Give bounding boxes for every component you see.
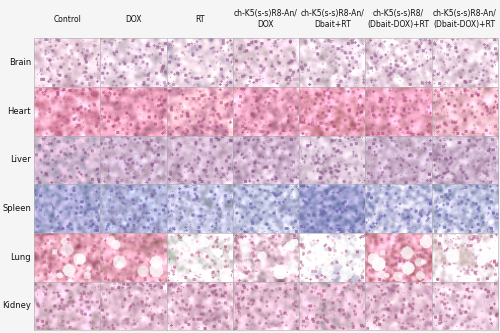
Text: RT: RT	[195, 15, 204, 24]
Text: ch-K5(s-s)R8-An/
Dbait+RT: ch-K5(s-s)R8-An/ Dbait+RT	[300, 9, 364, 29]
Text: Control: Control	[53, 15, 81, 24]
Text: DOX: DOX	[125, 15, 142, 24]
Text: ch-K5(s-s)R8-An/
(Dbait-DOX)+RT: ch-K5(s-s)R8-An/ (Dbait-DOX)+RT	[433, 9, 497, 29]
Text: ch-K5(s-s)R8-An/
DOX: ch-K5(s-s)R8-An/ DOX	[234, 9, 298, 29]
Text: Spleen: Spleen	[2, 204, 31, 213]
Text: ch-K5(s-s)R8/
(Dbait-DOX)+RT: ch-K5(s-s)R8/ (Dbait-DOX)+RT	[368, 9, 430, 29]
Text: Kidney: Kidney	[2, 301, 31, 310]
Text: Heart: Heart	[8, 107, 31, 116]
Text: Brain: Brain	[9, 58, 31, 67]
Text: Lung: Lung	[10, 253, 31, 262]
Text: Liver: Liver	[10, 156, 31, 165]
